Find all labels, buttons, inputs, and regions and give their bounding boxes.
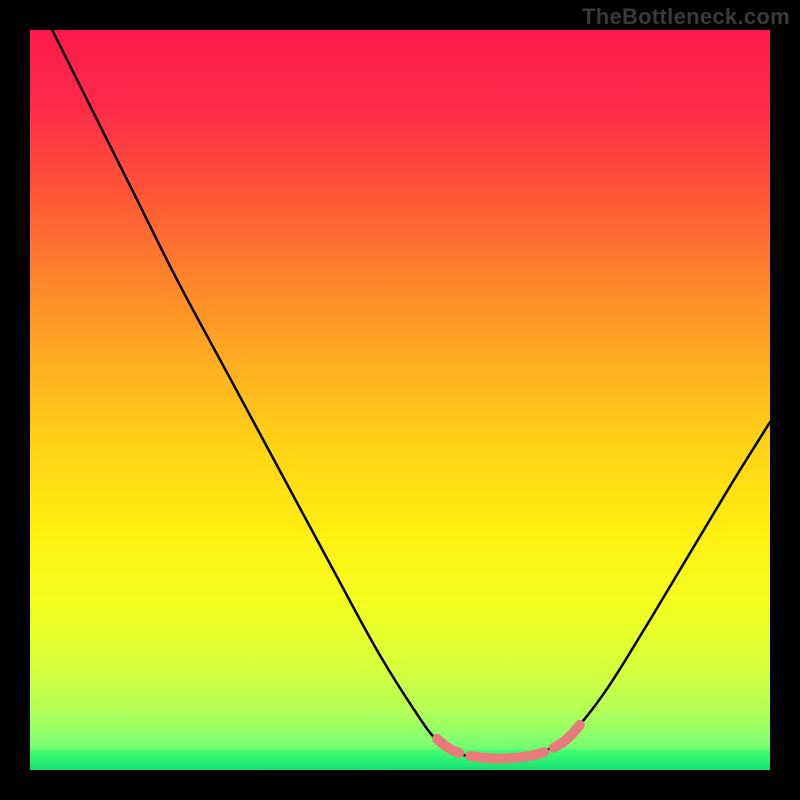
page-root: TheBottleneck.com <box>0 0 800 800</box>
marker-segment-2 <box>554 725 580 748</box>
bottleneck-curve <box>52 30 770 759</box>
marker-segment-1 <box>470 752 544 758</box>
plot-area <box>30 30 770 770</box>
curve-layer <box>30 30 770 770</box>
optimal-range-markers <box>437 725 580 759</box>
watermark-text: TheBottleneck.com <box>582 4 790 30</box>
marker-segment-0 <box>437 739 459 753</box>
